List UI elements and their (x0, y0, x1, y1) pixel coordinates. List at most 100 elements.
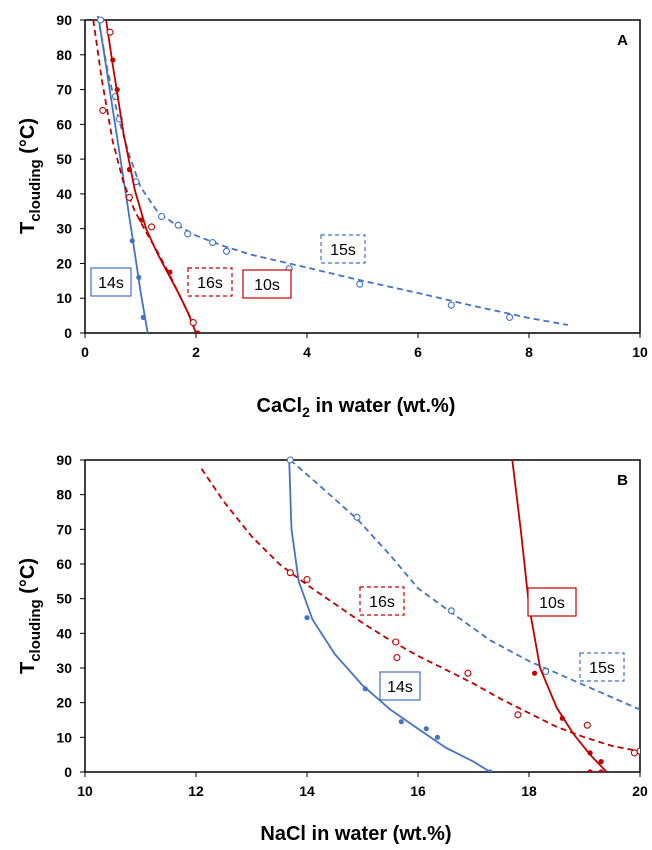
panel-a-x-tick-label: 6 (414, 344, 422, 360)
panel-b-point-15s (447, 607, 455, 615)
panel-a-y-axis-label: Tclouding (°C) (17, 118, 44, 234)
panel-b-point-14s (362, 686, 368, 692)
panel-a-tag-14s-box (90, 267, 132, 297)
panel-b-point-16s (392, 638, 400, 646)
panel-a-tag-15s: 15s (330, 242, 356, 259)
panel-a-tag-14s: 14s (98, 275, 124, 292)
panel-a-point-15s (209, 239, 217, 247)
panel-b-point-16s (393, 654, 401, 662)
panel-a-point-16s (189, 319, 197, 327)
panel-b-tag-15s-box (579, 652, 625, 682)
panel-b-point-15s (542, 667, 550, 676)
panel-b-fit-line-15s (289, 459, 640, 711)
panel-a-y-tick-label: 20 (56, 255, 72, 271)
panel-a-point-15s (96, 16, 105, 24)
panel-a-point-10s (114, 87, 120, 93)
panel-b-tag-15s: 15s (589, 660, 615, 677)
panel-a-tag-10s-box (242, 269, 292, 299)
panel-a-point-10s (126, 166, 132, 173)
panel-b-fit-line-14s (288, 459, 491, 772)
panel-b-y-tick-label: 30 (56, 660, 72, 676)
panel-b-point-16s (514, 711, 522, 719)
panel-b-x-tick-label: 14 (299, 783, 315, 799)
panel-b-x-tick-label: 10 (77, 783, 93, 799)
panel-b-tag-14s: 14s (387, 679, 413, 696)
panel-a-point-10s (195, 330, 201, 333)
panel-b-point-10s (587, 769, 593, 772)
panel-b-point-14s (398, 719, 404, 725)
panel-a-tag-10s: 10s (254, 277, 280, 294)
panel-a-x-axis-label: CaCl2 in water (wt.%) (257, 395, 456, 420)
panel-a-point-14s (140, 314, 146, 320)
panel-a-tag-16s-box (187, 267, 233, 297)
panel-b-point-15s (286, 456, 294, 464)
panel-a-point-16s (148, 223, 156, 231)
panel-b-y-tick-label: 60 (56, 556, 72, 572)
panel-b-point-14s (487, 769, 493, 772)
panel-a-series (92, 14, 568, 333)
panel-b-x-tick-label: 20 (632, 783, 648, 799)
panel-b-point-16s (636, 747, 640, 755)
panel-b-x-axis-label: NaCl in water (wt.%) (260, 823, 451, 845)
panel-b-y-tick-label: 70 (56, 521, 72, 537)
panel-b-point-16s (583, 721, 591, 729)
panel-b-y-tick-label: 90 (56, 452, 72, 468)
panel-b: 10 12 14 16 18 20 0 10 20 30 40 50 60 70 80 90 B 16s 10… (17, 452, 648, 845)
panel-a-point-15s (174, 221, 182, 229)
panel-b-y-tick-label: 50 (56, 591, 72, 607)
panel-b-point-10s (598, 769, 604, 772)
panel-a-y-tick-label: 30 (56, 221, 72, 237)
panel-b-fit-line-16s (200, 468, 640, 753)
panel-b-point-14s (423, 726, 429, 732)
panel-b-tag-16s: 16s (369, 594, 395, 611)
panel-b-tag-10s-box (527, 587, 577, 617)
panel-a-point-16s (106, 28, 114, 36)
panel-b-point-10s (559, 715, 565, 721)
panel-a-label: A (617, 32, 628, 49)
panel-b-ticks: 10 12 14 16 18 20 0 10 20 30 40 50 60 70 80 90 (56, 452, 648, 799)
panel-b-y-tick-label: 10 (56, 729, 72, 745)
panel-a-ticks: 0 2 4 6 8 10 0 10 20 30 40 50 60 70 80 90 (56, 12, 648, 360)
panel-a-point-14s (129, 238, 135, 244)
panel-a-point-15s (222, 247, 231, 255)
panel-b-point-15s (353, 513, 361, 521)
panel-a-point-15s (506, 313, 514, 321)
panel-a-x-tick-label: 10 (632, 344, 648, 360)
panel-a-x-tick-label: 4 (303, 344, 311, 360)
panel-a-x-tick-label: 2 (192, 344, 200, 360)
panel-b-tag-10s: 10s (539, 595, 565, 612)
panel-b-label: B (617, 472, 628, 489)
panel-a-y-tick-label: 10 (56, 290, 72, 306)
panel-a-tag-16s: 16s (197, 275, 223, 292)
panel-a-x-tick-label: 0 (81, 344, 89, 360)
panel-a-point-10s (110, 57, 116, 63)
panel-b-y-tick-label: 0 (64, 764, 72, 780)
panel-b-y-tick-label: 80 (56, 487, 72, 503)
panel-a-point-14s (136, 274, 142, 280)
panel-b-series (200, 456, 640, 772)
panel-a-point-15s (447, 301, 455, 309)
panel-a-point-15s (184, 230, 192, 238)
panel-b-y-axis-label: Tclouding (°C) (17, 558, 44, 674)
panel-a-x-tick-label: 8 (525, 344, 533, 360)
panel-a: 0 2 4 6 8 10 0 10 20 30 40 50 60 70 80 90 A 14s 16s 10s… (17, 12, 648, 420)
panel-b-fit-line-10s (511, 459, 608, 772)
panel-a-y-tick-label: 90 (56, 12, 72, 28)
panel-b-tag-16s-box (359, 586, 405, 616)
panel-a-tag-15s-box (320, 234, 366, 264)
panel-a-y-tick-label: 70 (56, 82, 72, 98)
panel-a-y-tick-label: 40 (56, 186, 72, 202)
panel-b-y-tick-label: 20 (56, 695, 72, 711)
panel-a-point-10s (139, 217, 145, 223)
panel-b-point-16s (464, 669, 472, 677)
panel-a-fit-line-16s (92, 19, 197, 330)
panel-a-y-tick-label: 50 (56, 151, 72, 167)
panel-a-fit-line-14s (98, 19, 149, 333)
panel-a-point-15s (158, 212, 166, 221)
panel-a-point-16s (99, 106, 107, 114)
panel-b-x-tick-label: 18 (521, 783, 537, 799)
panel-b-point-16s (286, 569, 294, 577)
panel-a-y-tick-label: 0 (64, 325, 72, 341)
panel-a-point-15s (356, 280, 364, 288)
